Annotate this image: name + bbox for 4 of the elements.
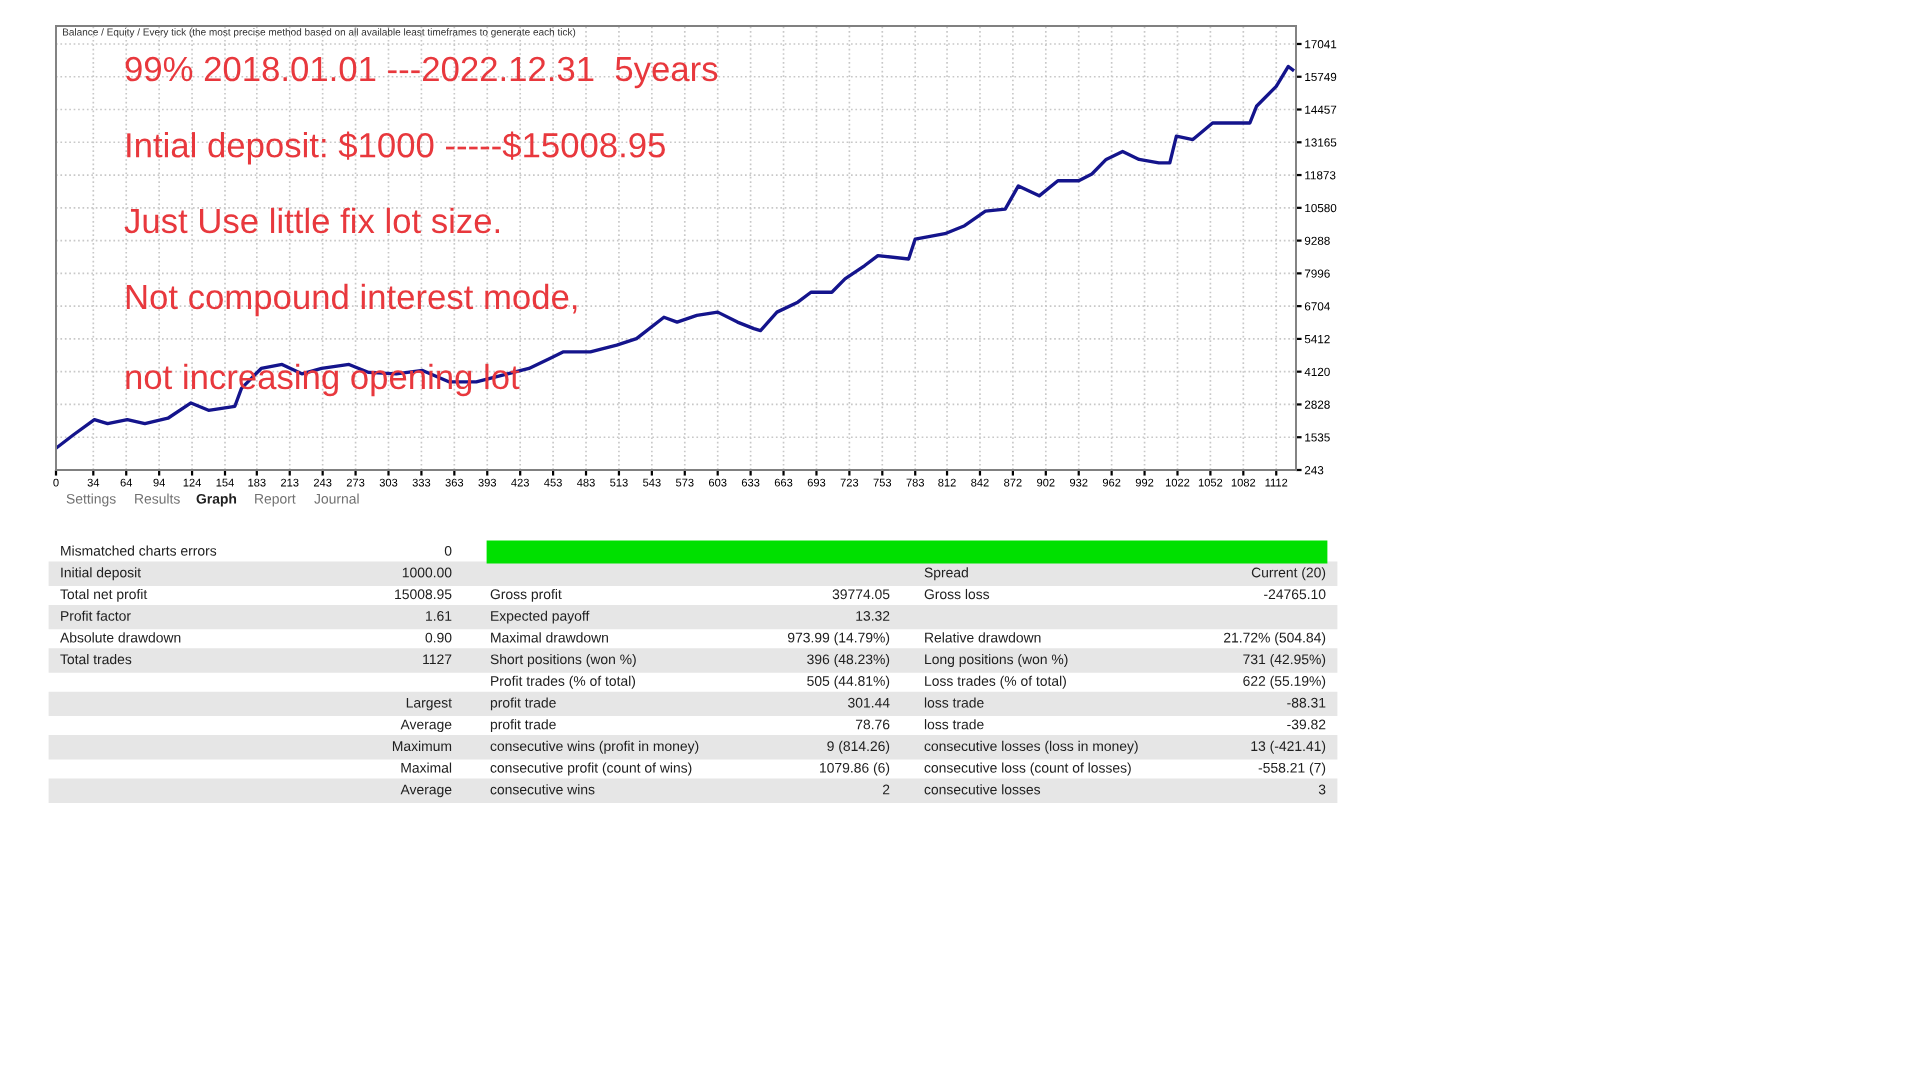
annotation: Intial deposit: $1000 -----$15008.95 — [127, 131, 665, 165]
annotation: Not compound interest mode, — [126, 283, 577, 317]
annotation: Just Use little fix lot size. — [124, 207, 500, 234]
annotation: 99% 2018.01.01 ---2022.12.31 5years — [125, 56, 718, 89]
